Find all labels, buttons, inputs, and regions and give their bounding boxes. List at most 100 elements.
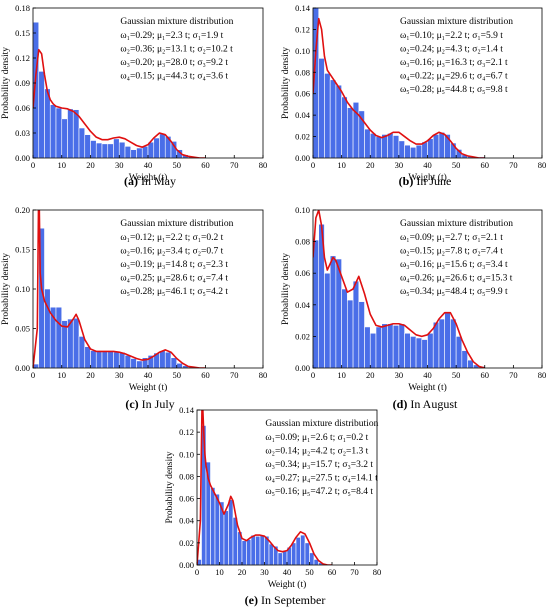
legend-parameter-line: ω₄=0.27; μ₄=27.5 t; σ₄=14.1 t xyxy=(265,474,378,484)
histogram-bar xyxy=(421,339,428,368)
y-tick-label: 0.08 xyxy=(295,67,310,77)
gmm-fit-curve xyxy=(313,210,485,368)
x-tick-label: 30 xyxy=(115,370,124,380)
histogram-bar xyxy=(375,136,383,158)
x-tick-label: 30 xyxy=(395,160,404,170)
histogram-bar xyxy=(318,58,325,158)
histogram-bar xyxy=(246,539,252,565)
histogram-bar xyxy=(455,336,463,368)
histogram-bar xyxy=(136,360,143,368)
histogram-bar xyxy=(432,321,440,368)
caption-text: In June xyxy=(413,174,451,188)
histogram-bar xyxy=(78,127,86,158)
x-tick-label: 40 xyxy=(423,160,432,170)
caption-letter: (b) xyxy=(399,174,414,188)
histogram-bar xyxy=(467,359,474,368)
x-tick-label: 60 xyxy=(481,160,490,170)
histogram-bar xyxy=(241,540,247,565)
histogram-bar xyxy=(369,133,377,158)
histogram-bar xyxy=(130,149,137,158)
histogram-bar xyxy=(392,135,400,158)
y-tick-label: 0.00 xyxy=(15,153,30,163)
y-tick-label: 0.12 xyxy=(15,53,30,63)
histogram-bar xyxy=(341,288,348,368)
histogram-bar xyxy=(387,323,394,368)
histogram-bar xyxy=(228,499,234,565)
plot-area xyxy=(33,21,206,158)
x-tick-label: 80 xyxy=(259,160,268,170)
y-tick-label: 0.02 xyxy=(295,331,310,341)
caption-letter: (d) xyxy=(393,397,408,411)
y-tick-label: 0.06 xyxy=(295,268,310,278)
x-tick-label: 0 xyxy=(31,160,35,170)
y-tick-label: 0.12 xyxy=(179,427,194,437)
histogram-bar xyxy=(72,109,80,158)
plot-area xyxy=(313,210,486,368)
y-tick-label: 0.09 xyxy=(15,78,30,88)
y-tick-label: 0.20 xyxy=(15,205,30,215)
x-tick-label: 10 xyxy=(215,567,224,577)
x-tick-label: 10 xyxy=(337,160,346,170)
legend-parameter-line: ω₄=0.25; μ₄=28.6 t; σ₄=7.4 t xyxy=(120,274,228,284)
y-tick-label: 0.06 xyxy=(179,494,194,504)
histogram-bar xyxy=(95,142,103,158)
histogram-bar xyxy=(352,280,360,368)
caption-letter: (e) xyxy=(245,593,258,607)
histogram-bar xyxy=(84,346,91,368)
panel-a: 0 10 20 30 40 50 60 70 80 0.00 0.03 0.06 0.09 0.12 0.1… xyxy=(1,3,267,188)
histogram-bar xyxy=(61,118,68,158)
histogram-bar xyxy=(387,133,394,158)
histogram-bar xyxy=(309,552,315,565)
histogram-bar xyxy=(55,306,63,368)
x-axis-label: Weight (t) xyxy=(408,382,447,393)
histogram-bar xyxy=(124,146,132,158)
gmm-fit-curve xyxy=(33,48,206,158)
panel-b: 0 10 20 30 40 50 60 70 80 0.00 0.02 0.04 0.06 0.08 0.1… xyxy=(281,3,546,188)
histogram-bar xyxy=(313,239,320,368)
histogram-bar xyxy=(118,141,126,158)
x-tick-label: 10 xyxy=(58,370,67,380)
histogram-bar xyxy=(329,255,337,368)
histogram-bar xyxy=(329,79,337,158)
x-tick-label: 40 xyxy=(144,160,153,170)
legend-parameter-line: ω₃=0.19; μ₃=14.8 t; σ₃=2.3 t xyxy=(120,260,228,270)
x-tick-label: 0 xyxy=(195,567,199,577)
y-tick-label: 0.10 xyxy=(295,46,310,56)
y-tick-label: 0.00 xyxy=(15,363,30,373)
y-tick-label: 0.00 xyxy=(295,363,310,373)
y-axis-label: Probability density xyxy=(1,47,11,119)
histogram-bar xyxy=(101,351,109,368)
plot-area xyxy=(33,210,206,368)
histogram-bar xyxy=(49,104,57,158)
panel-caption: (d) In August xyxy=(393,397,458,411)
histogram-bar xyxy=(141,146,149,158)
y-axis-label: Probability density xyxy=(281,47,291,119)
panel-caption: (b) In June xyxy=(399,174,452,188)
histogram-bar xyxy=(444,312,451,368)
x-tick-label: 0 xyxy=(311,370,315,380)
legend-title: Gaussian mixture distribution xyxy=(400,17,513,27)
histogram-bar xyxy=(375,326,383,368)
histogram-bar xyxy=(159,350,166,368)
histogram-bar xyxy=(450,318,457,368)
histogram-bar xyxy=(398,140,405,158)
histogram-bar xyxy=(335,84,342,158)
y-tick-label: 0.04 xyxy=(295,300,311,310)
gmm-fit-curve xyxy=(313,17,485,158)
x-tick-label: 30 xyxy=(395,370,404,380)
y-tick-label: 0.06 xyxy=(15,103,30,113)
legend-parameter-line: ω₅=0.28; μ₅=46.1 t; σ₅=4.2 t xyxy=(120,287,228,297)
y-tick-label: 0.15 xyxy=(15,28,30,38)
gmm-fit-curve xyxy=(197,410,332,565)
histogram-bar xyxy=(358,301,365,368)
x-tick-label: 80 xyxy=(538,370,547,380)
y-tick-label: 0.02 xyxy=(295,132,310,142)
histogram-bar xyxy=(210,487,216,565)
histogram-bar xyxy=(113,351,120,368)
legend-parameter-line: ω₄=0.26; μ₄=26.6 t; σ₄=15.3 t xyxy=(400,274,513,284)
histogram-bar xyxy=(427,138,434,158)
caption-text: In August xyxy=(407,397,458,411)
histogram-bar xyxy=(304,542,310,565)
legend-parameter-line: ω₁=0.09; μ₁=2.6 t; σ₁=0.2 t xyxy=(265,433,368,443)
histogram-bar xyxy=(381,323,388,368)
